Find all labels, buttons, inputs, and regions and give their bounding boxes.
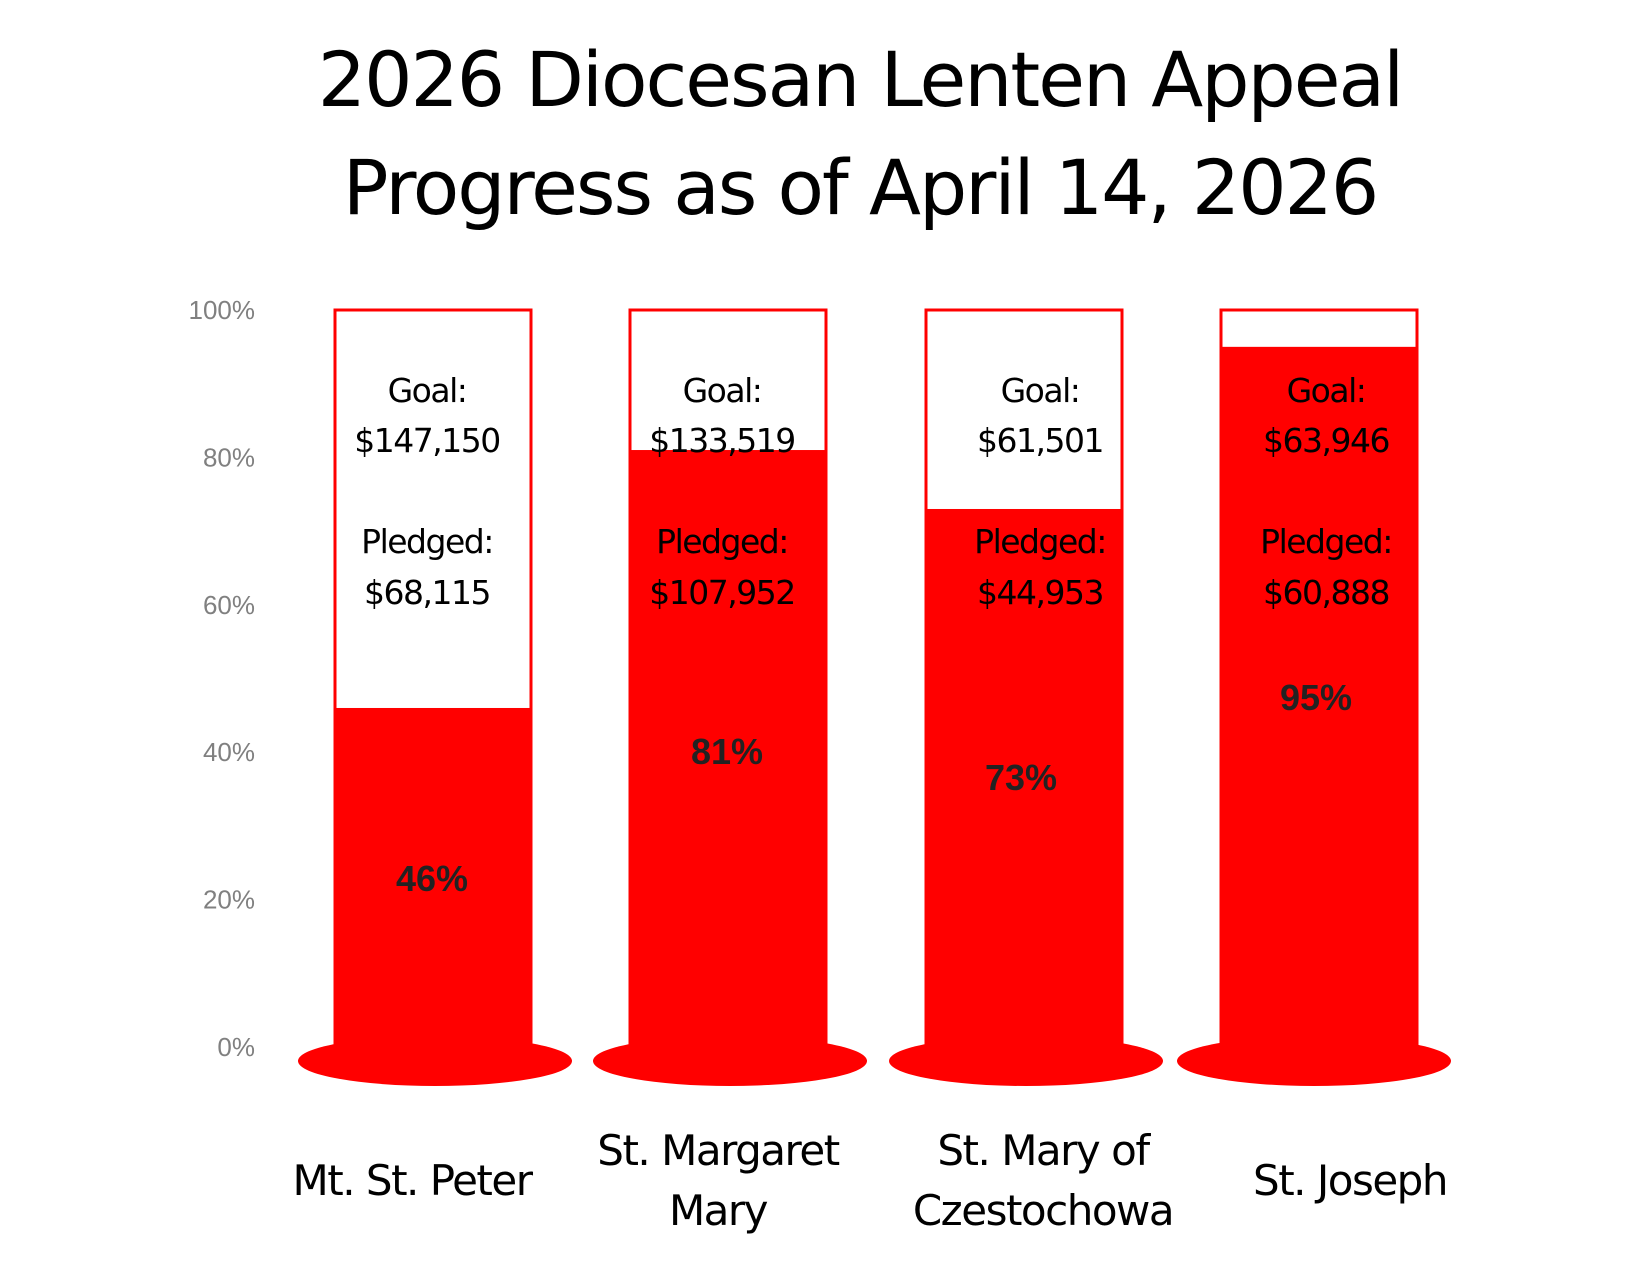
pledged-label: Pledged: (361, 522, 493, 561)
goal-value: $63,946 (1263, 421, 1389, 460)
category-label: Czestochowa (913, 1186, 1173, 1235)
bar-progress-fill (1219, 346, 1419, 1068)
y-tick-label: 100% (189, 295, 256, 325)
bar-progress-fill (333, 707, 533, 1067)
bar-base (593, 1036, 867, 1086)
y-tick-label: 40% (203, 737, 255, 767)
category-label: St. Margaret (597, 1126, 839, 1175)
goal-value: $61,501 (977, 421, 1103, 460)
category-label: St. Mary of (937, 1126, 1151, 1175)
pledged-label: Pledged: (974, 522, 1106, 561)
bar-base (889, 1036, 1163, 1086)
goal-label: Goal: (388, 371, 467, 410)
bars-group: Goal: $147,150 Pledged: $68,115 46% Mt. St. P… (293, 308, 1451, 1235)
category-label: Mt. St. Peter (293, 1156, 534, 1205)
bar-group: Goal: $63,946 Pledged: $60,888 95% St. Joseph (1177, 308, 1451, 1205)
y-tick-label: 60% (203, 590, 255, 620)
bar-group: Goal: $133,519 Pledged: $107,952 81% St. Marg… (593, 308, 867, 1235)
pledged-value: $107,952 (649, 573, 794, 612)
chart-title-line-1: 2026 Diocesan Lenten Appeal (317, 35, 1404, 124)
percent-label: 73% (985, 757, 1057, 798)
pledged-value: $68,115 (364, 573, 490, 612)
percent-label: 46% (396, 858, 468, 899)
y-tick-label: 0% (217, 1032, 255, 1062)
y-tick-label: 80% (203, 442, 255, 472)
chart-title-line-2: Progress as of April 14, 2026 (342, 143, 1380, 232)
goal-label: Goal: (1287, 371, 1366, 410)
bar-progress-fill (924, 508, 1124, 1067)
bar-group: Goal: $147,150 Pledged: $68,115 46% Mt. St. P… (293, 308, 572, 1205)
percent-label: 81% (691, 731, 763, 772)
goal-value: $133,519 (649, 421, 794, 460)
goal-value: $147,150 (354, 421, 499, 460)
goal-label: Goal: (683, 371, 762, 410)
pledged-label: Pledged: (656, 522, 788, 561)
category-label: St. Joseph (1253, 1156, 1447, 1205)
pledged-value: $44,953 (977, 573, 1103, 612)
y-tick-label: 20% (203, 885, 255, 915)
y-axis: 0% 20% 40% 60% 80% 100% (189, 295, 256, 1062)
bar-base (298, 1036, 572, 1086)
pledged-value: $60,888 (1263, 573, 1389, 612)
goal-label: Goal: (1001, 371, 1080, 410)
bar-group: Goal: $61,501 Pledged: $44,953 73% St. Mary o… (889, 308, 1175, 1235)
category-label: Mary (669, 1186, 768, 1235)
bar-progress-fill (628, 450, 828, 1067)
pledged-label: Pledged: (1260, 522, 1392, 561)
percent-label: 95% (1280, 677, 1352, 718)
bar-base (1177, 1036, 1451, 1086)
